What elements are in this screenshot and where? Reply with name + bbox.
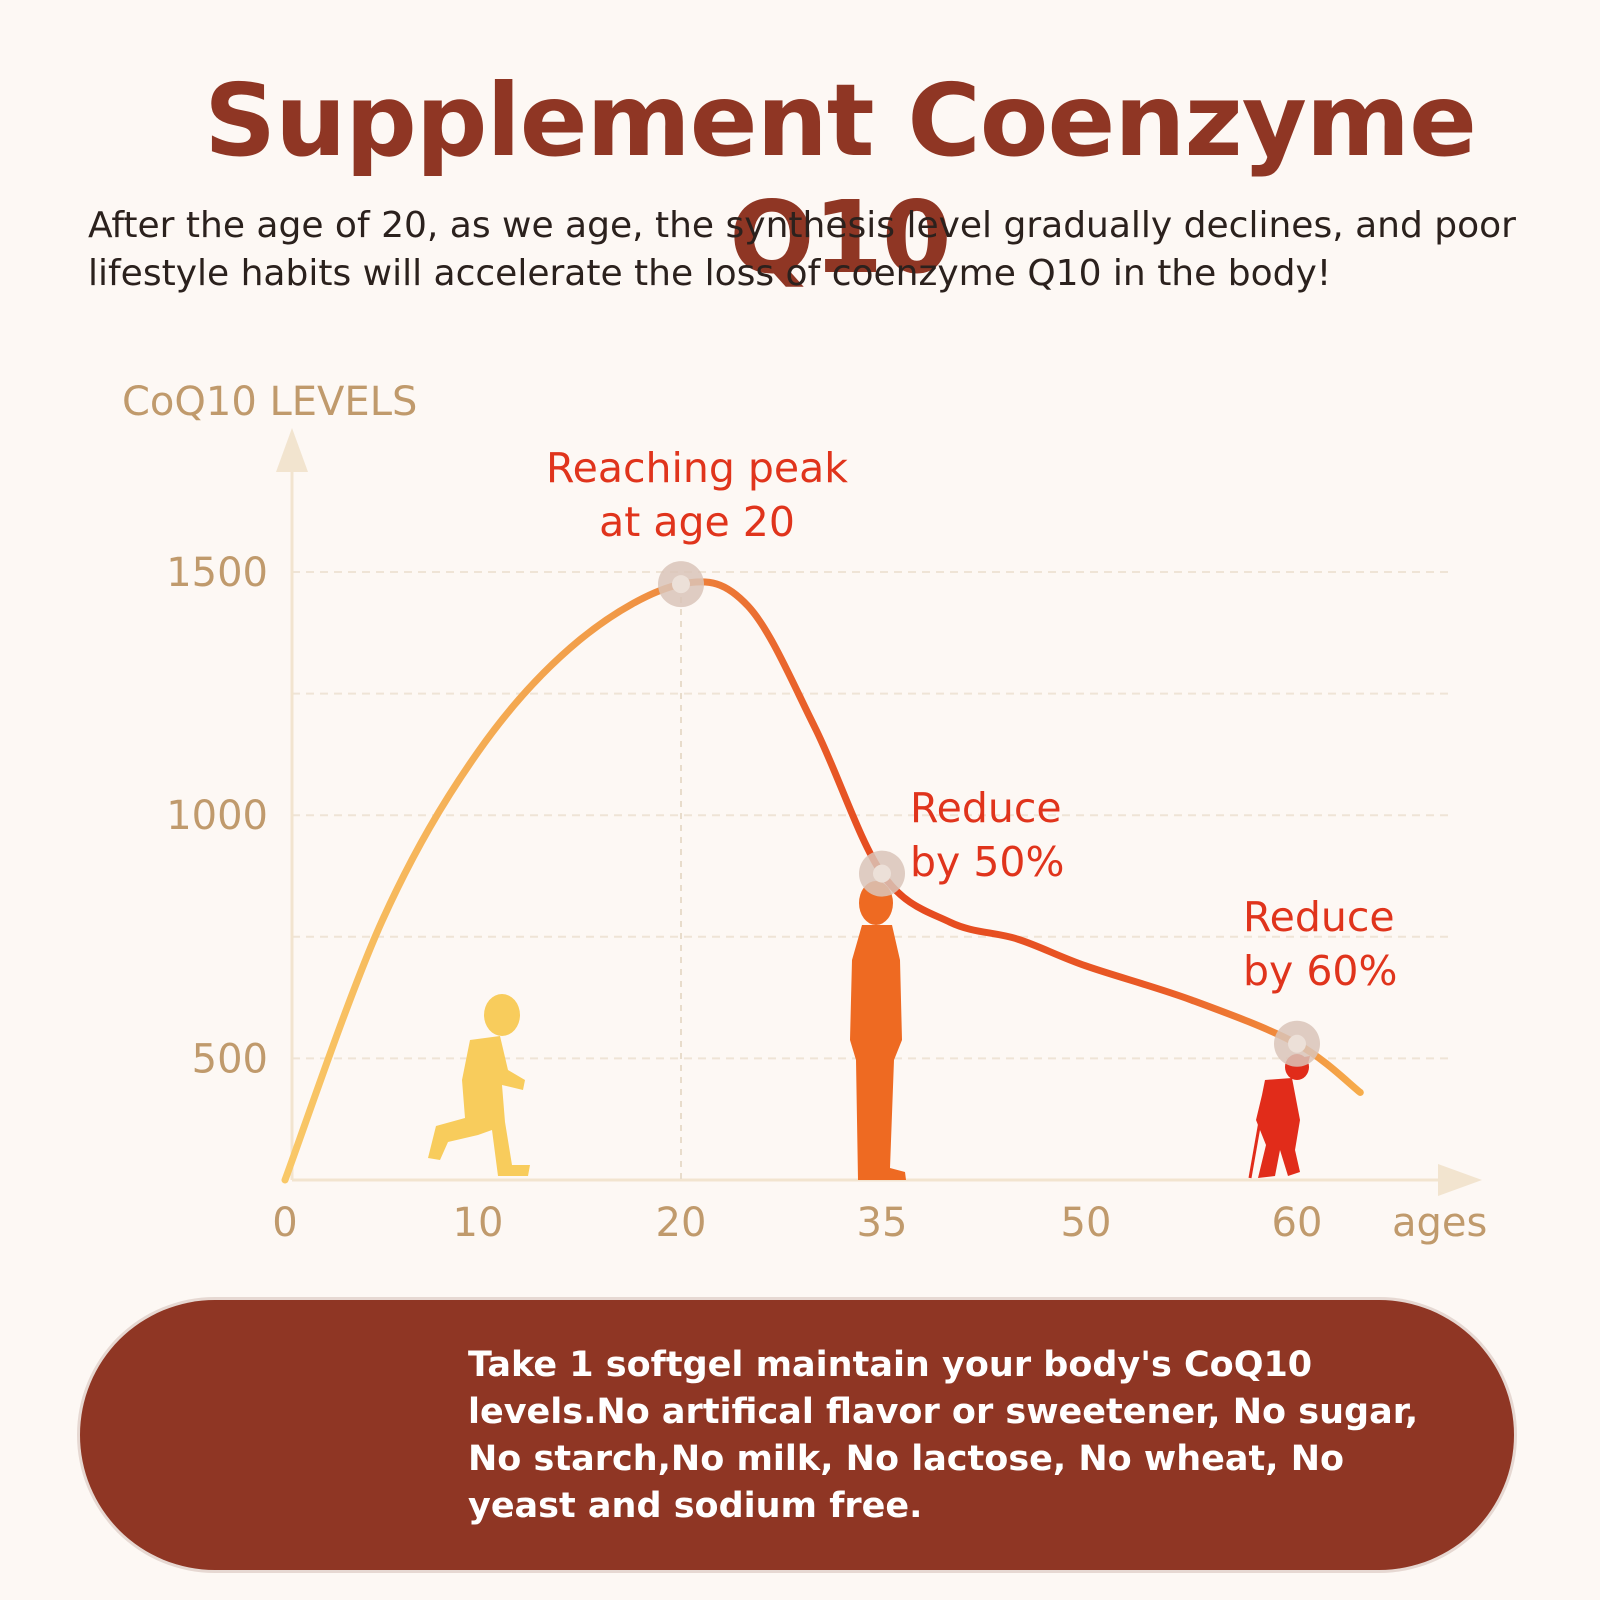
highlight-marker-core (873, 864, 891, 883)
highlight-markers (658, 561, 1320, 1067)
y-tick-labels: 500 1000 1500 (166, 550, 268, 1082)
y-tick-label: 1500 (166, 550, 268, 596)
elderly-with-cane-icon (1248, 1054, 1310, 1179)
y-tick-label: 1000 (166, 793, 268, 839)
annotation-line: by 60% (1243, 947, 1397, 995)
coq10-curve (281, 578, 1364, 1184)
standing-adult-icon (850, 881, 906, 1180)
footer-text: Take 1 softgel maintain your body's CoQ1… (468, 1345, 1419, 1526)
page-title: Supplement Coenzyme Q10 (204, 62, 1477, 296)
running-child-icon (428, 994, 530, 1176)
chart-annotations: Reaching peak at age 20 Reduce by 50% Reduce… (546, 444, 1397, 995)
x-tick-label: 60 (1272, 1200, 1323, 1246)
y-axis-title: CoQ10 LEVELS (122, 379, 417, 425)
x-axis-arrow (1438, 1164, 1482, 1196)
annotation-line: Reaching peak (546, 444, 848, 492)
page-subtitle: After the age of 20, as we age, the synt… (88, 205, 1516, 294)
x-tick-label: 35 (857, 1200, 908, 1246)
annotation-line: at age 20 (599, 498, 795, 546)
annotation-line: Reduce (1243, 893, 1395, 941)
highlight-marker-core (1288, 1034, 1306, 1053)
annotation-line: by 50% (910, 838, 1064, 886)
highlight-marker-core (672, 575, 690, 594)
x-tick-labels: 0 10 20 35 50 60 (272, 1200, 1322, 1246)
x-tick-label: 10 (453, 1200, 504, 1246)
x-tick-label: 0 (272, 1200, 297, 1246)
x-tick-label: 50 (1061, 1200, 1112, 1246)
x-tick-label: 20 (656, 1200, 707, 1246)
footer-banner (80, 1300, 1514, 1570)
y-tick-label: 500 (192, 1036, 268, 1082)
y-axis-arrow (276, 428, 308, 472)
x-axis-title: ages (1392, 1200, 1487, 1246)
coq10-level-chart: 500 1000 1500 0 10 20 35 50 60 CoQ10 LEVELS age… (122, 379, 1487, 1246)
annotation-line: Reduce (910, 784, 1062, 832)
age-figures (428, 881, 1310, 1180)
